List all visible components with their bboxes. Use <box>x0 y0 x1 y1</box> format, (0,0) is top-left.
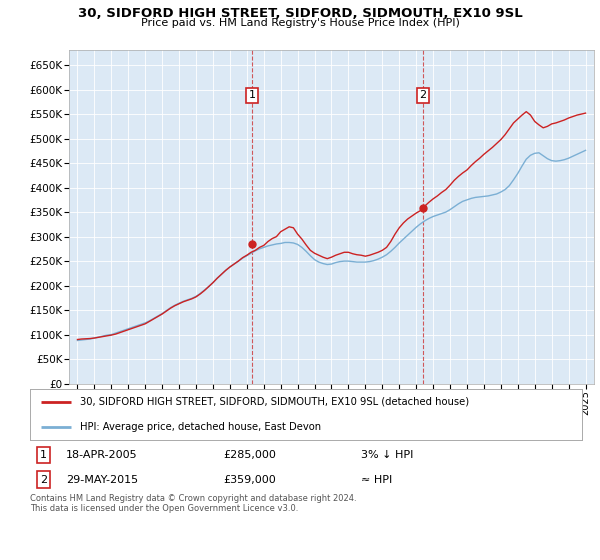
Text: 30, SIDFORD HIGH STREET, SIDFORD, SIDMOUTH, EX10 9SL: 30, SIDFORD HIGH STREET, SIDFORD, SIDMOU… <box>77 7 523 20</box>
Text: 2: 2 <box>419 90 427 100</box>
Text: HPI: Average price, detached house, East Devon: HPI: Average price, detached house, East… <box>80 422 321 432</box>
Text: 1: 1 <box>248 90 256 100</box>
Text: Contains HM Land Registry data © Crown copyright and database right 2024.
This d: Contains HM Land Registry data © Crown c… <box>30 494 356 514</box>
Text: 1: 1 <box>40 450 47 460</box>
Text: £285,000: £285,000 <box>223 450 276 460</box>
Text: ≈ HPI: ≈ HPI <box>361 474 392 484</box>
Text: 3% ↓ HPI: 3% ↓ HPI <box>361 450 413 460</box>
Text: 2: 2 <box>40 474 47 484</box>
Text: 18-APR-2005: 18-APR-2005 <box>66 450 137 460</box>
Text: 30, SIDFORD HIGH STREET, SIDFORD, SIDMOUTH, EX10 9SL (detached house): 30, SIDFORD HIGH STREET, SIDFORD, SIDMOU… <box>80 397 469 407</box>
Text: Price paid vs. HM Land Registry's House Price Index (HPI): Price paid vs. HM Land Registry's House … <box>140 18 460 28</box>
Text: 29-MAY-2015: 29-MAY-2015 <box>66 474 138 484</box>
Text: £359,000: £359,000 <box>223 474 276 484</box>
